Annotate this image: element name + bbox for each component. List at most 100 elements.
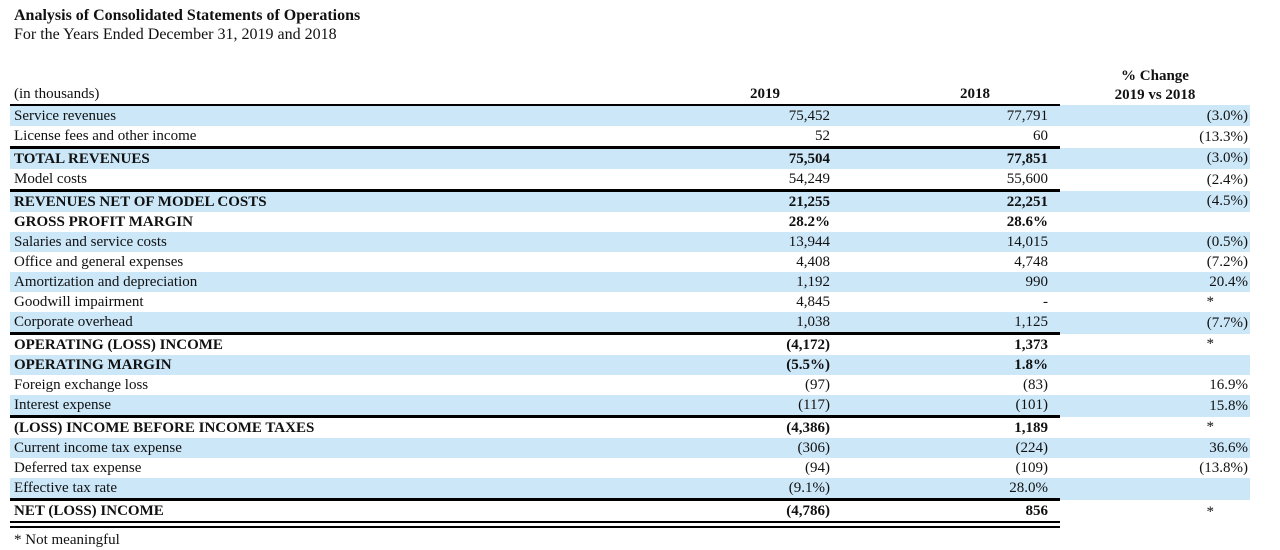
- pct-change-header-line1: % Change: [1121, 68, 1189, 84]
- row-label: REVENUES NET OF MODEL COSTS: [10, 189, 630, 212]
- footnote: * Not meaningful: [14, 532, 120, 548]
- cell-v2019: 1,192: [630, 272, 845, 292]
- cell-v2019: 28.2%: [788, 214, 830, 230]
- cell-v2019: 75,504: [630, 146, 845, 169]
- cell-v2018: (224): [845, 438, 1060, 458]
- cell-v2018: 22,251: [845, 189, 1060, 212]
- cell-pct: *: [1206, 504, 1215, 520]
- row-label: Amortization and depreciation: [10, 272, 630, 292]
- cell-v2019: (4,172): [630, 332, 845, 355]
- cell-v2019: 54,249: [788, 171, 830, 187]
- cell-v2019: (117): [630, 395, 845, 417]
- table-row: Office and general expenses 4,408 4,748 (7.…: [10, 252, 1250, 272]
- cell-v2019: (4,786): [630, 498, 845, 528]
- cell-pct: 15.8%: [1060, 395, 1250, 417]
- table-row: OPERATING (LOSS) INCOME (4,172) 1,373 *: [10, 332, 1250, 355]
- table-row: Model costs 54,249 55,600 (2.4%): [10, 169, 1250, 191]
- cell-v2019: 52: [815, 128, 830, 144]
- row-label: Effective tax rate: [10, 478, 630, 500]
- cell-v2019: (94): [805, 460, 830, 476]
- cell-pct: *: [1206, 419, 1215, 436]
- table-row: REVENUES NET OF MODEL COSTS 21,255 22,251(…: [10, 189, 1250, 212]
- row-label: Office and general expenses: [14, 254, 184, 270]
- cell-v2018: 1,189: [845, 415, 1060, 438]
- column-header-2019: 2019: [630, 52, 845, 106]
- cell-v2019: (306): [630, 438, 845, 458]
- cell-pct: *: [1206, 336, 1215, 353]
- table-row: Corporate overhead 1,038 1,125 (7.7%): [10, 312, 1250, 334]
- row-label: NET (LOSS) INCOME: [10, 498, 630, 528]
- row-label: Salaries and service costs: [10, 232, 630, 252]
- cell-pct: [1060, 212, 1250, 232]
- table-row: Salaries and service costs 13,944 14,015 (0…: [10, 232, 1250, 252]
- cell-pct: (4.5%): [1060, 190, 1250, 212]
- page-subtitle: For the Years Ended December 31, 2019 an…: [14, 26, 337, 43]
- cell-pct: (2.4%): [1206, 171, 1248, 188]
- unit-label: (in thousands): [10, 52, 630, 106]
- cell-v2018: (101): [845, 395, 1060, 417]
- header-row: (in thousands) 2019 2018 % Change 2019 v…: [10, 52, 1250, 106]
- column-header-pct-change: % Change 2019 vs 2018: [1060, 52, 1250, 105]
- cell-v2019: (97): [805, 377, 830, 393]
- cell-v2018: 28.0%: [845, 478, 1060, 500]
- cell-v2018: 14,015: [845, 232, 1060, 252]
- cell-v2019: 4,408: [796, 254, 830, 270]
- row-label: Model costs: [14, 171, 87, 187]
- cell-pct: (13.3%): [1199, 128, 1248, 145]
- cell-v2018: 28.6%: [1006, 214, 1048, 230]
- table-row: Goodwill impairment 4,845 - *: [10, 292, 1250, 312]
- page-title: Analysis of Consolidated Statements of O…: [14, 7, 361, 24]
- row-label: OPERATING (LOSS) INCOME: [10, 332, 630, 355]
- table-row: License fees and other income 52 60 (13.3%): [10, 126, 1250, 148]
- table-row: Effective tax rate (9.1%) 28.0%: [10, 478, 1250, 500]
- table-row: Deferred tax expense (94) (109) (13.8%): [10, 458, 1250, 478]
- cell-v2019: (5.5%): [630, 355, 845, 375]
- cell-v2018: 60: [1033, 128, 1048, 144]
- cell-v2018: 1,125: [845, 312, 1060, 334]
- table-row: Service revenues 75,452 77,791 (3.0%): [10, 105, 1250, 126]
- row-label: Current income tax expense: [10, 438, 630, 458]
- cell-pct: (3.0%): [1060, 147, 1250, 169]
- cell-pct: (7.7%): [1060, 312, 1250, 334]
- table-row: TOTAL REVENUES 75,504 77,851 (3.0%): [10, 146, 1250, 169]
- row-label: Service revenues: [10, 105, 630, 126]
- cell-v2018: -: [1043, 294, 1048, 310]
- cell-pct: (3.0%): [1060, 105, 1250, 126]
- table-row: Current income tax expense (306) (224) 36.6…: [10, 438, 1250, 458]
- table-body: Service revenues 75,452 77,791 (3.0%) Licens…: [10, 105, 1250, 528]
- cell-pct: (0.5%): [1060, 232, 1250, 252]
- cell-pct: (13.8%): [1199, 460, 1248, 476]
- table-row: GROSS PROFIT MARGIN 28.2% 28.6%: [10, 212, 1250, 232]
- row-label: Interest expense: [10, 395, 630, 417]
- cell-v2018: 4,748: [1014, 254, 1048, 270]
- table-row: Amortization and depreciation 1,192 990 20.…: [10, 272, 1250, 292]
- cell-v2018: 990: [845, 272, 1060, 292]
- operations-table: (in thousands) 2019 2018 % Change 2019 v…: [10, 52, 1250, 528]
- cell-v2019: 75,452: [630, 105, 845, 126]
- cell-v2018: 856: [845, 498, 1060, 528]
- cell-pct: *: [1206, 294, 1215, 310]
- cell-pct: 16.9%: [1209, 377, 1248, 393]
- row-label: Goodwill impairment: [14, 294, 144, 310]
- cell-pct: 20.4%: [1060, 272, 1250, 292]
- table-row: NET (LOSS) INCOME (4,786) 856 *: [10, 498, 1250, 528]
- row-label: TOTAL REVENUES: [10, 146, 630, 169]
- cell-pct: 36.6%: [1060, 438, 1250, 458]
- table-row: Interest expense (117) (101) 15.8%: [10, 395, 1250, 417]
- cell-pct: (7.2%): [1206, 254, 1248, 270]
- cell-v2019: 1,038: [630, 312, 845, 334]
- cell-v2018: (83): [1023, 377, 1048, 393]
- cell-v2019: 13,944: [630, 232, 845, 252]
- column-header-2018: 2018: [845, 52, 1060, 106]
- cell-v2018: 1.8%: [845, 355, 1060, 375]
- row-label: Deferred tax expense: [14, 460, 142, 476]
- row-label: Foreign exchange loss: [14, 377, 149, 393]
- row-label: OPERATING MARGIN: [10, 355, 630, 375]
- cell-v2019: (9.1%): [630, 478, 845, 500]
- cell-v2018: 77,791: [845, 105, 1060, 126]
- row-label: Corporate overhead: [10, 312, 630, 334]
- cell-v2018: 1,373: [845, 332, 1060, 355]
- cell-v2019: (4,386): [630, 415, 845, 438]
- table-header: (in thousands) 2019 2018 % Change 2019 v…: [10, 52, 1250, 106]
- cell-v2018: 77,851: [845, 146, 1060, 169]
